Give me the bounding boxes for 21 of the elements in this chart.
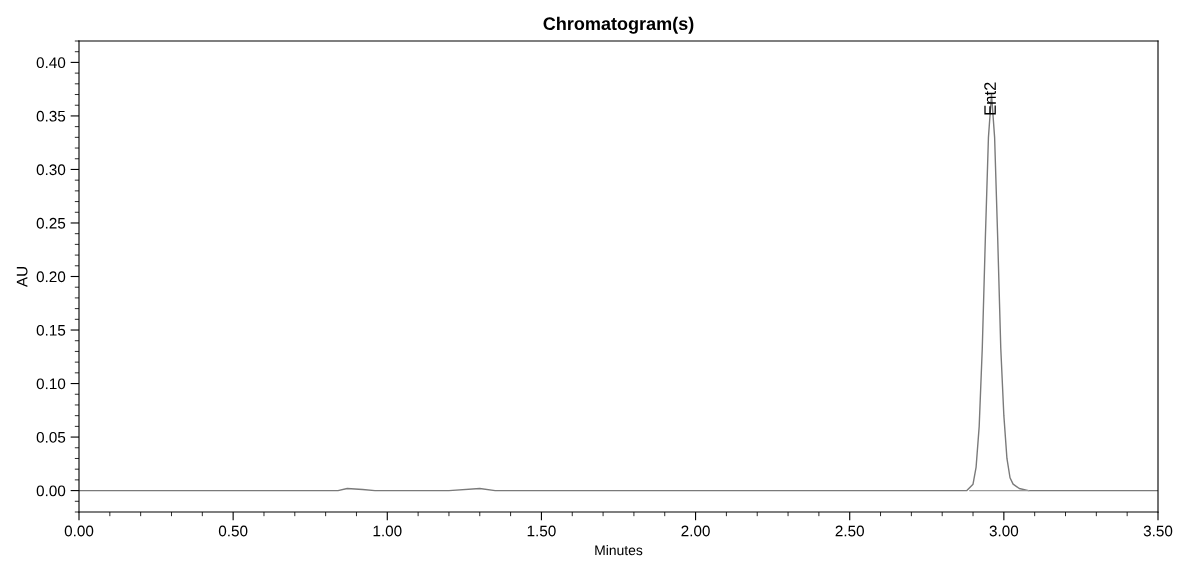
x-tick-label: 0.00 bbox=[64, 525, 94, 537]
y-tick-label: 0.05 bbox=[36, 431, 66, 443]
x-tick-label: 3.50 bbox=[1143, 525, 1173, 537]
y-tick-label: 0.40 bbox=[36, 57, 66, 69]
x-tick-label: 1.00 bbox=[373, 525, 402, 537]
y-tick-label: 0.30 bbox=[36, 164, 66, 176]
x-tick-label: 2.00 bbox=[681, 525, 710, 537]
x-axis-title: Minutes bbox=[595, 544, 643, 556]
y-tick-label: 0.00 bbox=[36, 485, 66, 497]
y-tick-label: 0.10 bbox=[36, 378, 66, 390]
x-tick-label: 2.50 bbox=[835, 525, 864, 537]
chart-title: Chromatogram(s) bbox=[543, 16, 694, 34]
annotation: Ent2 bbox=[984, 82, 996, 115]
x-tick-label: 0.50 bbox=[218, 525, 248, 537]
y-tick-label: 0.35 bbox=[36, 110, 66, 122]
y-tick-label: 0.20 bbox=[36, 271, 66, 283]
x-tick-label: 3.00 bbox=[989, 525, 1019, 537]
y-axis-title: AU bbox=[16, 267, 28, 288]
y-tick-label: 0.15 bbox=[36, 324, 66, 336]
y-tick-label: 0.25 bbox=[36, 217, 66, 229]
x-tick-label: 1.50 bbox=[527, 525, 556, 537]
